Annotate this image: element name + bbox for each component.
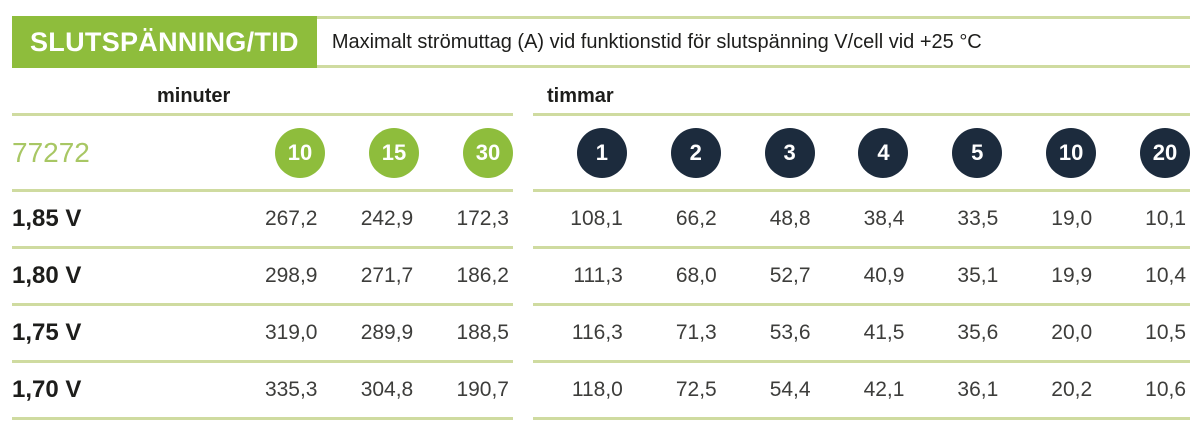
value-cell: 267,2 [264,207,318,230]
col-header-hours-3: 3 [764,127,815,178]
value-cell: 10,5 [1145,321,1187,344]
row-label-voltage: 1,70 V [12,376,82,403]
section-gap [513,68,533,116]
col-header-hours-10: 10 [1046,127,1097,178]
value-cell: 10,6 [1145,378,1187,401]
value-cell: 335,3 [264,378,318,401]
value-cell: 38,4 [863,207,905,230]
value-cell: 68,0 [675,264,717,287]
value-cell: 52,7 [769,264,811,287]
value-cell: 19,9 [1051,264,1093,287]
value-cell: 172,3 [456,207,509,230]
col-header-hours-2: 2 [670,127,721,178]
value-cell: 42,1 [863,378,905,401]
value-cell: 48,8 [769,207,811,230]
group-label-timmar: timmar [547,85,614,107]
value-cell: 118,0 [571,378,623,401]
table-row: 1,75 V 319,0 289,9 188,5 116,3 71,3 53,6… [12,306,1190,363]
value-cell: 35,1 [957,264,999,287]
col-header-hours-5: 5 [952,127,1003,178]
table-subtitle-box: Maximalt strömuttag (A) vid funktionstid… [316,16,1190,68]
column-header-row: 77272 10 15 30 1 2 [12,116,1191,192]
table-title: SLUTSPÄNNING/TID [12,16,317,68]
row-label-voltage: 1,80 V [12,262,82,289]
row-label-voltage: 1,75 V [12,319,82,346]
value-cell: 188,5 [456,321,509,344]
value-cell: 20,0 [1051,321,1093,344]
value-cell: 116,3 [571,321,623,344]
col-header-minutes-30: 30 [463,127,513,178]
section-gap [513,306,533,363]
value-cell: 304,8 [360,378,414,401]
value-cell: 54,4 [769,378,811,401]
value-cell: 242,9 [360,207,414,230]
table-header: SLUTSPÄNNING/TID Maximalt strömuttag (A)… [12,16,1190,68]
value-cell: 72,5 [675,378,717,401]
value-cell: 271,7 [360,264,414,287]
group-header-row: minuter timmar [12,68,1190,116]
data-table: minuter timmar 77272 10 15 30 [12,68,1191,420]
value-cell: 111,3 [573,264,623,287]
table-subtitle: Maximalt strömuttag (A) vid funktionstid… [331,30,982,53]
value-cell: 108,1 [570,207,623,230]
row-label-voltage: 1,85 V [12,205,82,232]
value-cell: 53,6 [769,321,811,344]
group-label-minuter: minuter [157,85,231,107]
value-cell: 40,9 [863,264,905,287]
value-cell: 33,5 [957,207,999,230]
model-number: 77272 [12,136,90,168]
section-gap [513,192,533,249]
minuter-group-header: minuter [12,68,513,116]
value-cell: 186,2 [456,264,509,287]
value-cell: 10,4 [1145,264,1187,287]
timmar-group-header: timmar [533,68,1190,116]
value-cell: 190,7 [456,378,509,401]
value-cell: 41,5 [863,321,905,344]
table-row: 1,85 V 267,2 242,9 172,3 108,1 66,2 48,8… [12,192,1190,249]
table-row: 1,70 V 335,3 304,8 190,7 118,0 72,5 54,4… [12,363,1190,420]
section-gap [513,116,533,192]
value-cell: 298,9 [264,264,318,287]
col-header-hours-4: 4 [858,127,909,178]
value-cell: 36,1 [957,378,999,401]
value-cell: 10,1 [1145,207,1187,230]
col-header-hours-1: 1 [576,127,627,178]
value-cell: 20,2 [1051,378,1093,401]
col-header-minutes-15: 15 [369,127,419,178]
value-cell: 66,2 [675,207,717,230]
value-cell: 319,0 [264,321,318,344]
value-cell: 35,6 [957,321,999,344]
value-cell: 71,3 [675,321,717,344]
value-cell: 19,0 [1051,207,1093,230]
col-header-hours-20: 20 [1140,127,1191,178]
section-gap [513,249,533,306]
section-gap [513,363,533,420]
table-row: 1,80 V 298,9 271,7 186,2 111,3 68,0 52,7… [12,249,1190,306]
value-cell: 289,9 [360,321,414,344]
col-header-minutes-10: 10 [275,127,325,178]
